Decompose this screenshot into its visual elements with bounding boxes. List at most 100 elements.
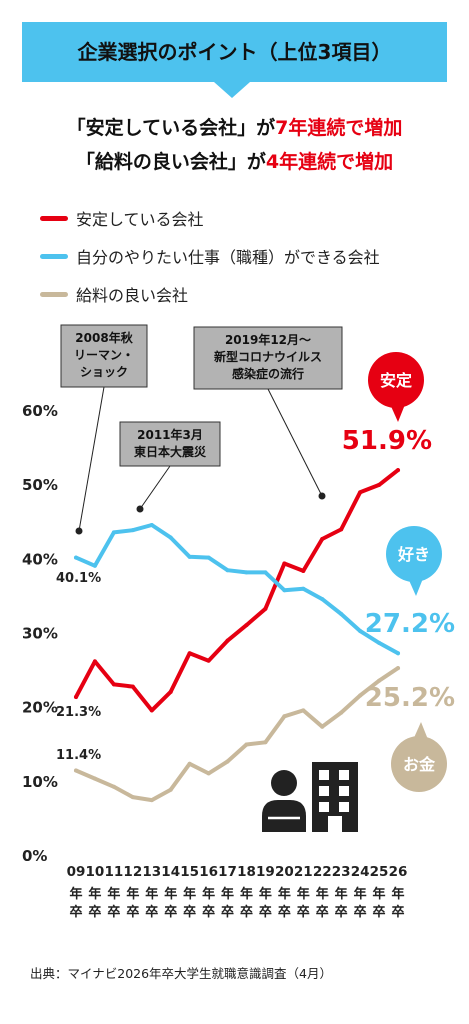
building-icon-window [319, 770, 329, 780]
x-tick-suffix: 卒 [183, 904, 196, 920]
x-tick-suffix: 卒 [240, 904, 253, 920]
end-value-label: 27.2% [365, 609, 455, 639]
badge-circle [368, 352, 424, 408]
x-tick-suffix: 卒 [107, 904, 120, 920]
x-tick-suffix: 卒 [221, 904, 234, 920]
legend-label-want: 自分のやりたい仕事（職種）ができる会社 [76, 248, 380, 267]
data-point-want [263, 570, 268, 575]
data-point-pay [339, 710, 344, 715]
data-point-pay [377, 678, 382, 683]
x-tick-suffix: 年 [373, 886, 386, 902]
data-point-stable [225, 638, 230, 643]
data-point-want [225, 568, 230, 573]
annotation-text: 2011年3月 [137, 427, 203, 442]
person-icon [271, 770, 297, 796]
annotation-leader [139, 465, 171, 510]
headline-2: 「給料の良い会社」が4年連続で増加 [0, 147, 469, 174]
y-tick-label: 10% [22, 773, 58, 791]
x-tick-label: 24 [351, 864, 370, 880]
annotation-box [60, 324, 148, 388]
building-icon-window [339, 786, 349, 796]
data-point-pay [244, 742, 249, 747]
data-point-want [244, 570, 249, 575]
data-point-stable [358, 490, 363, 495]
x-tick-label: 17 [218, 864, 237, 880]
data-point-stable [282, 561, 287, 566]
data-point-stable [339, 527, 344, 532]
data-point-want [339, 611, 344, 616]
x-tick-label: 15 [180, 864, 199, 880]
series-line-pay [74, 666, 400, 803]
annotation-box [193, 326, 343, 390]
legend-swatch-stable [40, 216, 68, 221]
x-tick-suffix: 年 [297, 886, 310, 902]
x-tick-label: 25 [370, 864, 389, 880]
x-tick-suffix: 年 [145, 886, 158, 902]
annotation-text: ショック [80, 365, 128, 379]
annotation-dot [136, 505, 144, 513]
headline-1: 「安定している会社」が7年連続で増加 [0, 113, 469, 140]
annotation-text: 2019年12月～ [225, 332, 311, 347]
headline-1-quote: 「安定している会社」が [66, 117, 276, 139]
x-tick-label: 11 [104, 864, 123, 880]
y-tick-label: 0% [22, 847, 47, 865]
data-point-stable [149, 708, 154, 713]
data-point-want [168, 535, 173, 540]
data-point-pay [396, 666, 400, 671]
x-tick-suffix: 年 [316, 886, 329, 902]
annotation-text: 新型コロナウイルス [214, 349, 322, 364]
data-point-pay [149, 798, 154, 803]
x-tick-suffix: 卒 [278, 904, 291, 920]
data-point-pay [168, 787, 173, 792]
data-point-want [92, 563, 97, 568]
data-point-pay [74, 768, 78, 773]
data-point-stable [377, 482, 382, 487]
data-point-want [111, 530, 116, 535]
building-icon-window [319, 802, 329, 812]
data-point-stable [206, 658, 211, 663]
data-point-pay [206, 771, 211, 776]
x-tick-label: 13 [142, 864, 161, 880]
data-point-want [301, 586, 306, 591]
building-icon-window [339, 770, 349, 780]
data-point-want [282, 588, 287, 593]
data-point-want [74, 555, 78, 560]
series-line-stable [74, 468, 400, 713]
data-point-stable [168, 689, 173, 694]
headline-2-quote: 「給料の良い会社」が [75, 151, 266, 173]
x-tick-label: 21 [294, 864, 313, 880]
data-point-pay [263, 740, 268, 745]
annotation-text: 東日本大震災 [134, 444, 207, 459]
data-point-pay [225, 759, 230, 764]
x-tick-suffix: 年 [88, 886, 101, 902]
data-point-pay [92, 776, 97, 781]
x-tick-label: 19 [256, 864, 275, 880]
x-tick-label: 12 [123, 864, 142, 880]
data-point-pay [358, 693, 363, 698]
data-point-want [206, 555, 211, 560]
data-point-want [149, 522, 154, 527]
x-tick-suffix: 年 [221, 886, 234, 902]
title-banner-tail [214, 82, 250, 98]
data-point-stable [187, 651, 192, 656]
x-tick-suffix: 年 [107, 886, 120, 902]
annotation-dot [75, 527, 83, 535]
data-point-pay [111, 784, 116, 789]
person-icon-body [262, 800, 306, 832]
data-point-pay [282, 714, 287, 719]
data-point-stable [263, 606, 268, 611]
x-tick-label: 18 [237, 864, 256, 880]
x-tick-suffix: 年 [202, 886, 215, 902]
legend-label-stable: 安定している会社 [76, 210, 204, 229]
x-tick-suffix: 卒 [69, 904, 82, 920]
x-tick-suffix: 卒 [297, 904, 310, 920]
data-point-want [187, 554, 192, 559]
x-tick-suffix: 卒 [145, 904, 158, 920]
legend-swatch-want [40, 254, 68, 259]
annotation-text: 感染症の流行 [232, 366, 304, 381]
data-point-stable [74, 695, 78, 700]
x-tick-suffix: 卒 [164, 904, 177, 920]
building-icon-window [339, 802, 349, 812]
x-tick-suffix: 年 [335, 886, 348, 902]
